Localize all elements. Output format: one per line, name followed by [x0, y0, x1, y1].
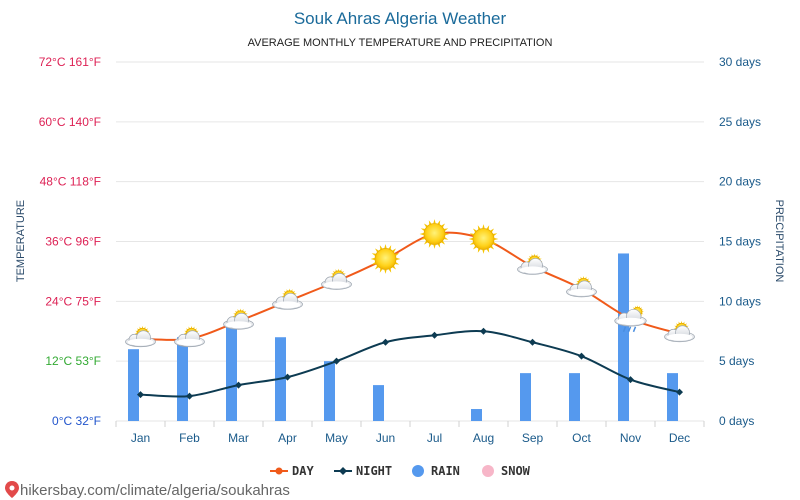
legend-rain-marker — [412, 465, 424, 477]
night-series — [137, 327, 683, 400]
partly-cloudy-icon — [223, 308, 254, 330]
right-tick-label: 0 days — [719, 414, 754, 428]
legend-day-marker — [275, 467, 283, 475]
legend-day-label: DAY — [292, 464, 314, 478]
left-tick-label: 36°C 96°F — [45, 235, 101, 249]
left-axis-ticks: 0°C 32°F 12°C 53°F 24°C 75°F 36°C 96°F 48°C … — [39, 55, 101, 428]
partly-cloudy-icon — [321, 268, 352, 290]
rain-bar — [471, 409, 482, 421]
rain-bar — [177, 337, 188, 421]
partly-cloudy-icon — [566, 276, 597, 298]
footer-url: hikersbay.com/climate/algeria/soukahras — [20, 482, 290, 499]
chart-subtitle: AVERAGE MONTHLY TEMPERATURE AND PRECIPIT… — [248, 37, 553, 49]
y2-axis-title: PRECIPITATION — [773, 200, 785, 283]
rain-bar — [667, 373, 678, 421]
right-tick-label: 15 days — [719, 235, 761, 249]
month-label: Jul — [427, 431, 442, 445]
right-tick-label: 5 days — [719, 354, 754, 368]
partly-cloudy-icon — [125, 325, 156, 348]
month-label: Nov — [620, 431, 641, 445]
month-label: Jan — [131, 431, 150, 445]
month-label: Jun — [376, 431, 395, 445]
legend-night-marker — [339, 467, 347, 475]
night-point — [284, 373, 291, 381]
legend-night[interactable]: NIGHT — [334, 464, 392, 478]
night-point — [529, 338, 536, 346]
left-tick-label: 48°C 118°F — [40, 175, 101, 189]
month-label: May — [325, 431, 348, 445]
sun-icon — [468, 224, 499, 254]
night-point — [676, 388, 683, 396]
rain-bars — [128, 253, 678, 421]
sun-icon — [419, 219, 450, 249]
right-axis-ticks: 0 days 5 days 10 days 15 days 20 days 25 days… — [719, 55, 761, 428]
legend: DAY NIGHT RAIN SNOW — [270, 464, 531, 478]
left-tick-label: 24°C 75°F — [45, 294, 101, 308]
legend-rain-label: RAIN — [431, 464, 460, 478]
y-axis-title: TEMPERATURE — [15, 200, 27, 282]
month-labels: Jan Feb Mar Apr May Jun Jul Aug Sep Oct Nov Dec — [131, 431, 690, 445]
location-pin-icon — [5, 481, 19, 498]
left-tick-label: 0°C 32°F — [52, 414, 101, 428]
footer-link[interactable]: hikersbay.com/climate/algeria/soukahras — [5, 481, 290, 499]
month-label: Oct — [572, 431, 591, 445]
partly-cloudy-icon — [517, 253, 548, 275]
night-point — [578, 352, 585, 360]
month-label: Aug — [473, 431, 494, 445]
weather-icons — [125, 219, 695, 348]
left-tick-label: 72°C 161°F — [39, 55, 101, 69]
legend-rain[interactable]: RAIN — [412, 464, 460, 478]
legend-night-label: NIGHT — [356, 464, 392, 478]
partly-cloudy-icon — [174, 325, 205, 348]
partly-cloudy-icon — [664, 320, 695, 343]
rain-bar — [226, 325, 237, 421]
night-point — [235, 381, 242, 389]
month-label: Apr — [278, 431, 297, 445]
rain-bar — [324, 361, 335, 421]
rain-bar — [520, 373, 531, 421]
left-tick-label: 60°C 140°F — [39, 115, 101, 129]
rain-bar — [569, 373, 580, 421]
night-line — [140, 330, 680, 398]
day-line — [140, 231, 680, 342]
sun-icon — [370, 244, 401, 274]
night-point — [480, 327, 487, 335]
right-tick-label: 10 days — [719, 294, 761, 308]
night-point — [627, 376, 634, 384]
legend-day[interactable]: DAY — [270, 464, 314, 478]
month-label: Sep — [522, 431, 544, 445]
night-point — [137, 391, 144, 399]
month-label: Dec — [669, 431, 690, 445]
night-point — [431, 331, 438, 339]
left-tick-label: 12°C 53°F — [45, 354, 101, 368]
rain-bar — [618, 253, 629, 421]
legend-snow[interactable]: SNOW — [482, 464, 531, 478]
partly-cloudy-icon — [272, 288, 303, 310]
night-point — [382, 338, 389, 346]
chart-title: Souk Ahras Algeria Weather — [294, 9, 507, 28]
cloudy-rain-icon — [614, 305, 647, 333]
legend-snow-label: SNOW — [501, 464, 531, 478]
day-series — [137, 231, 683, 342]
rain-bar — [373, 385, 384, 421]
right-tick-label: 20 days — [719, 175, 761, 189]
night-point — [333, 357, 340, 365]
right-tick-label: 30 days — [719, 55, 761, 69]
month-label: Mar — [228, 431, 249, 445]
night-point — [186, 392, 193, 400]
month-label: Feb — [179, 431, 200, 445]
legend-snow-marker — [482, 465, 494, 477]
grid-lines — [115, 61, 705, 427]
right-tick-label: 25 days — [719, 115, 761, 129]
rain-bar — [128, 349, 139, 421]
